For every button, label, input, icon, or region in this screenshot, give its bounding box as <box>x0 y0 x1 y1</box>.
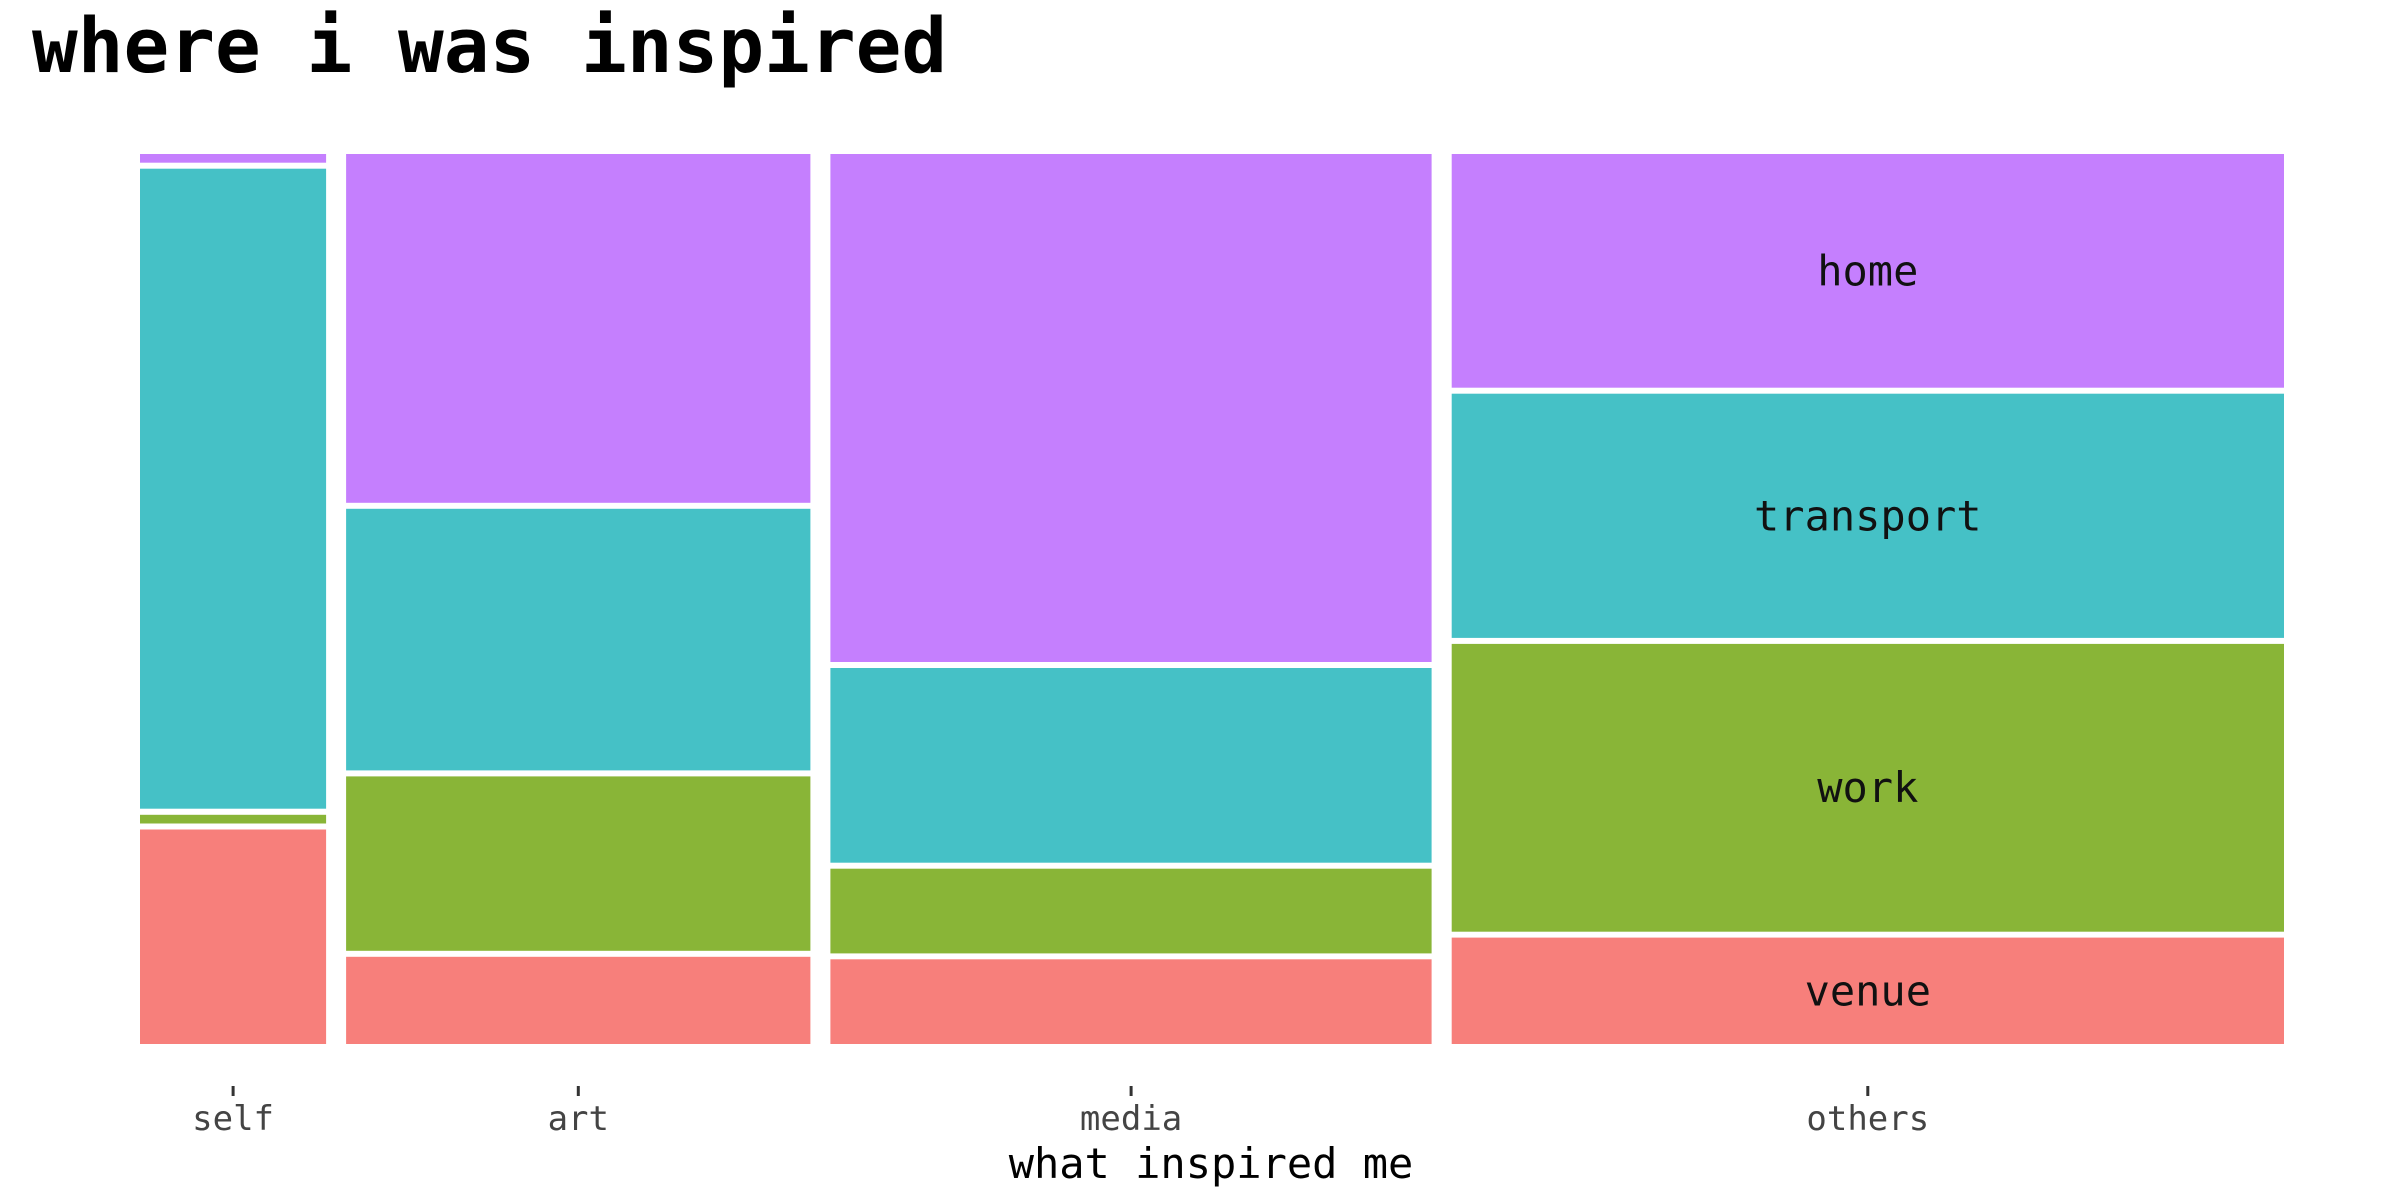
x-tick-label-media: media <box>1080 1099 1182 1139</box>
tile-media-home <box>830 154 1432 662</box>
segment-label-home: home <box>1817 246 1918 295</box>
tile-others-transport <box>1451 393 2284 638</box>
tile-art-venue <box>346 956 811 1044</box>
x-axis: self art media others <box>192 1086 1929 1139</box>
x-axis-title: what inspired me <box>1009 1139 1414 1188</box>
tile-others-home <box>1451 154 2284 388</box>
tile-art-work <box>346 776 811 951</box>
tile-art-home <box>346 154 811 503</box>
x-tick-label-others: others <box>1806 1099 1929 1139</box>
tile-media-transport <box>830 668 1432 863</box>
mosaic-tiles: venue work transport home <box>140 154 2284 1044</box>
tile-self-home <box>140 154 327 163</box>
segment-label-transport: transport <box>1754 491 1982 540</box>
tile-self-work <box>140 814 327 824</box>
tile-others-work <box>1451 643 2284 932</box>
tile-art-transport <box>346 508 811 771</box>
x-tick-label-art: art <box>548 1099 609 1139</box>
tile-self-venue <box>140 829 327 1044</box>
tile-self-transport <box>140 168 327 809</box>
tile-others-venue <box>1451 937 2284 1044</box>
segment-label-venue: venue <box>1805 966 1931 1015</box>
x-tick-label-self: self <box>192 1099 274 1139</box>
tile-media-venue <box>830 959 1432 1044</box>
segment-label-work: work <box>1817 763 1918 812</box>
chart-title: where i was inspired <box>32 1 948 90</box>
tile-media-work <box>830 868 1432 954</box>
